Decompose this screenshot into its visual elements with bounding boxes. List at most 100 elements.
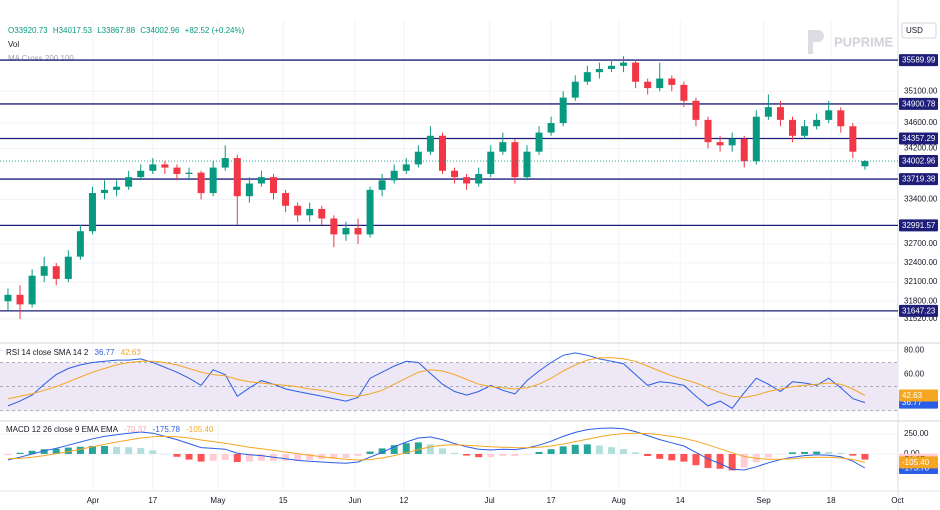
ohlc-header: O33920.73 H34017.53 L33867.88 C34002.96 … bbox=[8, 26, 245, 35]
histogram-bar bbox=[656, 453, 664, 459]
histogram-bar bbox=[88, 445, 96, 454]
open-label: O33920.73 bbox=[8, 26, 48, 35]
histogram-bar bbox=[52, 448, 60, 454]
candle-body bbox=[728, 138, 736, 146]
histogram-bar bbox=[125, 447, 133, 454]
brand-logo: PUPRIME bbox=[808, 30, 894, 54]
level-badge: 32991.57 bbox=[902, 221, 936, 230]
y-tick-label: 32700.00 bbox=[904, 239, 938, 248]
level-badge-bg bbox=[899, 54, 938, 67]
change-label: +82.52 (+0.24%) bbox=[185, 26, 245, 35]
candle-body bbox=[813, 119, 821, 127]
candle-body bbox=[125, 177, 133, 187]
candle-body bbox=[487, 151, 495, 174]
histogram-bar bbox=[16, 452, 24, 454]
histogram-bar bbox=[233, 453, 241, 462]
histogram-bar bbox=[390, 445, 398, 454]
y-tick-label: 34600.00 bbox=[904, 118, 938, 127]
candle-body bbox=[861, 161, 869, 167]
candle-body bbox=[76, 231, 84, 257]
candle-body bbox=[583, 72, 591, 82]
histogram-bar bbox=[523, 453, 531, 455]
candle-body bbox=[318, 208, 326, 219]
x-tick-label: 12 bbox=[399, 496, 408, 505]
level-badge-bg bbox=[899, 304, 938, 317]
histogram-bar bbox=[64, 447, 72, 454]
candle-body bbox=[257, 177, 265, 184]
y-tick-label: 31800.00 bbox=[904, 296, 938, 305]
candle-body bbox=[451, 170, 459, 178]
histogram-bar bbox=[475, 453, 483, 458]
candle-body bbox=[559, 97, 567, 124]
y-tick-label: 60.00 bbox=[904, 370, 925, 379]
histogram-bar bbox=[607, 447, 615, 454]
candle-body bbox=[245, 183, 253, 197]
y-tick-label: 34200.00 bbox=[904, 144, 938, 153]
candle-body bbox=[113, 186, 121, 190]
y-tick-label: 32100.00 bbox=[904, 277, 938, 286]
x-tick-label: 17 bbox=[148, 496, 157, 505]
level-badge-bg bbox=[899, 219, 938, 232]
candle-body bbox=[306, 208, 314, 216]
ma-legend: MA Cross 200 100 bbox=[8, 54, 74, 63]
y-tick-label: 250.00 bbox=[904, 429, 929, 438]
rsi-badge: 42.63 bbox=[902, 391, 923, 400]
histogram-bar bbox=[668, 453, 676, 461]
x-tick-label: Jun bbox=[349, 496, 362, 505]
candle-body bbox=[438, 135, 446, 171]
x-tick-label: May bbox=[210, 496, 225, 505]
histogram-bar bbox=[861, 453, 869, 460]
level-badge: 35589.99 bbox=[902, 56, 936, 65]
histogram-bar bbox=[620, 449, 628, 454]
histogram-bar bbox=[680, 453, 688, 462]
histogram-bar bbox=[451, 452, 459, 454]
histogram-bar bbox=[282, 453, 290, 461]
candle-body bbox=[547, 123, 555, 133]
histogram-bar bbox=[837, 452, 845, 454]
last-price-badge-bg bbox=[899, 155, 938, 168]
currency-label[interactable]: USD bbox=[906, 26, 923, 35]
currency-button[interactable] bbox=[901, 22, 937, 39]
candle-body bbox=[233, 158, 241, 197]
candle-body bbox=[101, 189, 109, 194]
macd-badge: -105.40 bbox=[902, 458, 930, 467]
candle-body bbox=[632, 62, 640, 82]
y-tick-label: 32400.00 bbox=[904, 258, 938, 267]
candle-body bbox=[571, 81, 579, 98]
histogram-bar bbox=[438, 448, 446, 454]
candle-body bbox=[644, 81, 652, 89]
histogram-bar bbox=[740, 453, 748, 468]
histogram-bar bbox=[487, 453, 495, 458]
candle-body bbox=[149, 164, 157, 171]
candle-body bbox=[776, 107, 784, 120]
macd-header: MACD 12 26 close 9 EMA EMA -70.37 -175.7… bbox=[6, 425, 214, 434]
level-badge: 34900.78 bbox=[902, 100, 936, 109]
candle-body bbox=[40, 266, 48, 276]
histogram-bar bbox=[776, 453, 784, 455]
histogram-bar bbox=[583, 444, 591, 454]
x-tick-label: 18 bbox=[827, 496, 836, 505]
candle-body bbox=[185, 172, 193, 174]
y-tick-label: 80.00 bbox=[904, 346, 925, 355]
low-label: L33867.88 bbox=[97, 26, 135, 35]
high-label: H34017.53 bbox=[53, 26, 93, 35]
candle-body bbox=[402, 164, 410, 171]
signal-value: -105.40 bbox=[186, 425, 214, 434]
histogram-bar bbox=[789, 452, 797, 454]
histogram-bar bbox=[149, 450, 157, 454]
histogram-bar bbox=[632, 452, 640, 454]
last-price-badge: 34002.96 bbox=[902, 157, 936, 166]
histogram-bar bbox=[366, 451, 374, 454]
macd-badge-bg bbox=[899, 456, 938, 469]
volume-legend: Vol bbox=[8, 40, 19, 49]
histogram-value: -70.37 bbox=[124, 425, 147, 434]
histogram-bar bbox=[535, 451, 543, 454]
x-tick-label: Oct bbox=[891, 496, 904, 505]
indicator-line bbox=[7, 427, 866, 471]
candle-body bbox=[426, 135, 434, 152]
x-tick-label: Jul bbox=[484, 496, 494, 505]
histogram-bar bbox=[294, 453, 302, 461]
histogram-bar bbox=[209, 453, 217, 461]
y-tick-label: 35100.00 bbox=[904, 86, 938, 95]
